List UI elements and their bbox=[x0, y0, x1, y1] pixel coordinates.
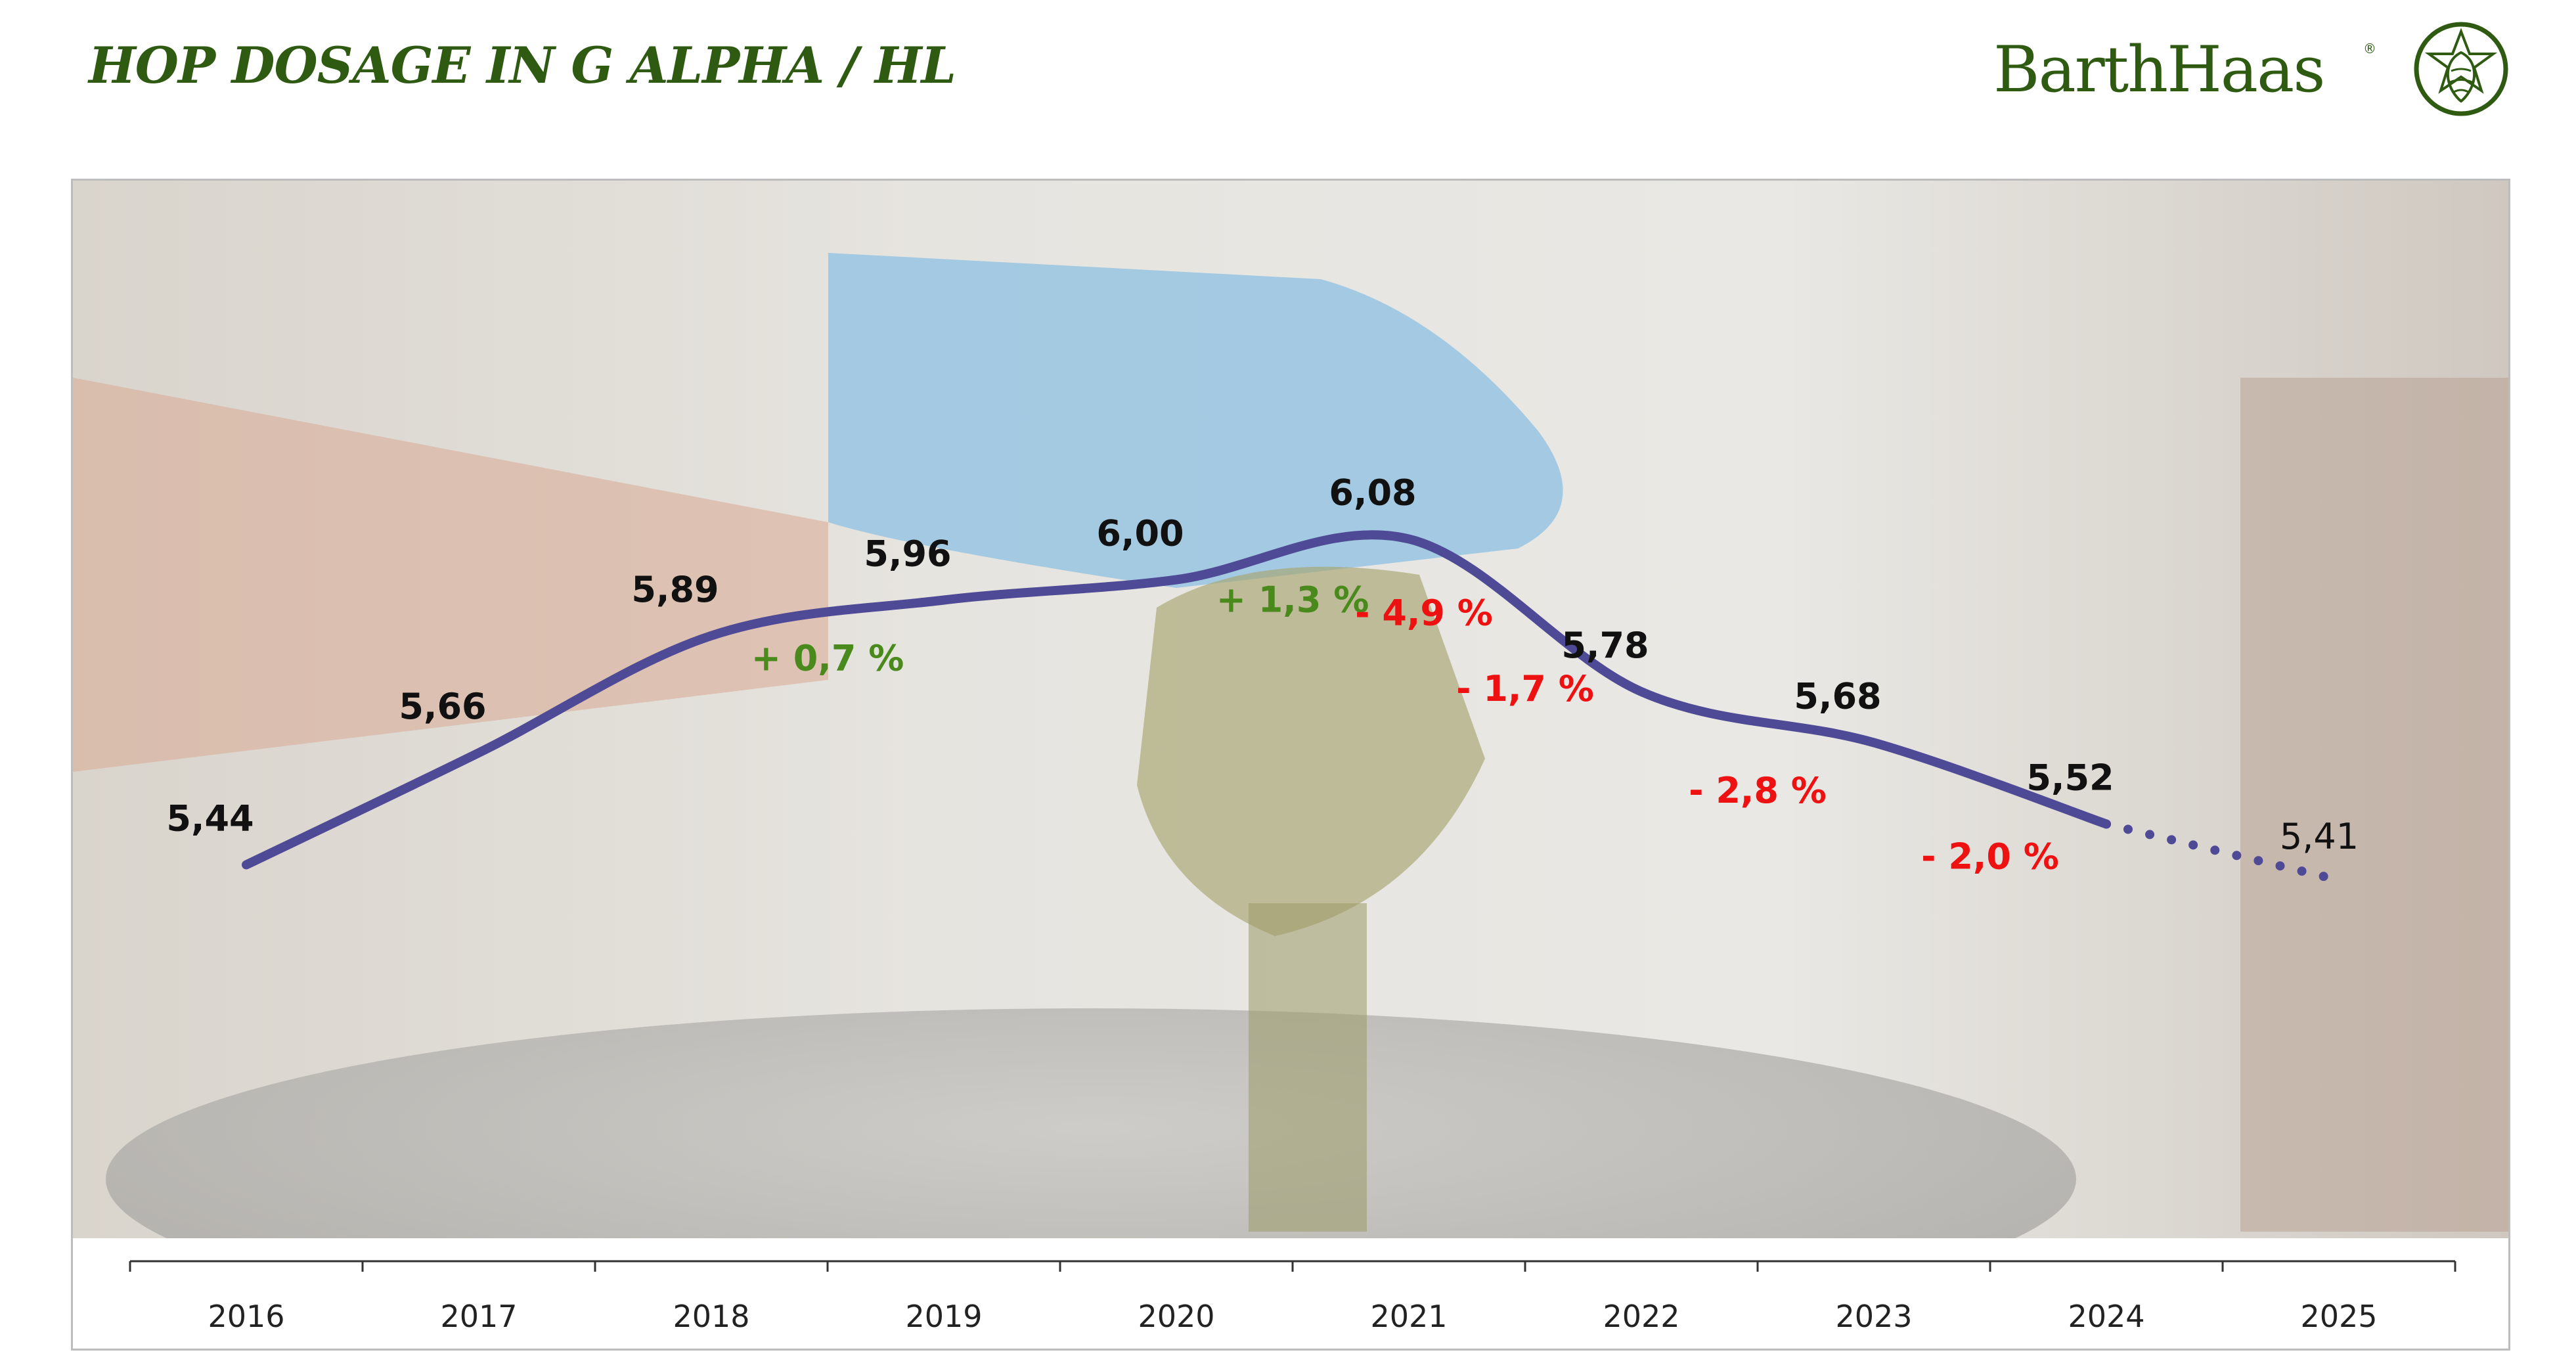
data-label: 5,78 bbox=[1561, 625, 1649, 666]
x-tick-label: 2023 bbox=[1835, 1299, 1912, 1334]
data-label: 5,44 bbox=[166, 798, 254, 839]
change-label-positive: + 1,3 % bbox=[1216, 579, 1369, 621]
x-tick-label: 2022 bbox=[1603, 1299, 1679, 1334]
logo-wordmark: BarthHaas bbox=[1993, 33, 2326, 106]
x-tick-label: 2016 bbox=[208, 1299, 284, 1334]
x-axis: 2016 2017 2018 2019 2020 2021 2022 2023 2024 2025 bbox=[129, 1260, 2456, 1334]
change-label-negative: - 2,0 % bbox=[1921, 836, 2059, 878]
change-label-positive: + 0,7 % bbox=[751, 638, 904, 679]
change-label-negative: - 1,7 % bbox=[1456, 668, 1594, 709]
data-label: 6,08 bbox=[1329, 472, 1416, 514]
data-label: 5,66 bbox=[399, 686, 486, 727]
hop-cone-icon bbox=[2414, 22, 2508, 116]
logo-registered-mark: ® bbox=[2363, 41, 2376, 56]
change-label-negative: - 4,9 % bbox=[1355, 593, 1493, 634]
series-line-forecast bbox=[2102, 819, 2343, 885]
x-tick-label: 2021 bbox=[1370, 1299, 1447, 1334]
background-photo bbox=[73, 181, 2508, 1349]
data-label: 5,89 bbox=[631, 569, 719, 610]
data-label: 5,68 bbox=[1794, 676, 1881, 717]
x-tick-label: 2019 bbox=[905, 1299, 982, 1334]
x-tick-label: 2020 bbox=[1138, 1299, 1214, 1334]
series-line-actual bbox=[242, 530, 2111, 870]
change-labels: + 0,7 % + 1,3 %- 4,9 % - 1,7 % - 2,8 % - 2,0… bbox=[751, 579, 2059, 878]
chart-frame: 2016 2017 2018 2019 2020 2021 2022 2023 2024 2025… bbox=[71, 179, 2510, 1351]
x-tick-label: 2017 bbox=[440, 1299, 517, 1334]
data-label: 5,52 bbox=[2026, 757, 2114, 799]
data-label: 6,00 bbox=[1096, 513, 1184, 554]
data-label: 5,96 bbox=[864, 533, 951, 575]
line-chart: 2016 2017 2018 2019 2020 2021 2022 2023 2024 2025… bbox=[73, 181, 2508, 1349]
data-label: 5,41 bbox=[2280, 816, 2359, 857]
x-tick-label: 2024 bbox=[2068, 1299, 2144, 1334]
chart-title: HOP DOSAGE IN G ALPHA / HL bbox=[89, 36, 956, 95]
x-tick-label: 2025 bbox=[2300, 1299, 2377, 1334]
series-hop-dosage bbox=[242, 530, 2343, 885]
x-tick-label: 2018 bbox=[673, 1299, 749, 1334]
change-label-negative: - 2,8 % bbox=[1689, 770, 1827, 811]
data-labels: 5,44 5,66 5,89 5,96 6,00 6,08 5,78 5,68 5,52 5,41 bbox=[166, 472, 2359, 857]
